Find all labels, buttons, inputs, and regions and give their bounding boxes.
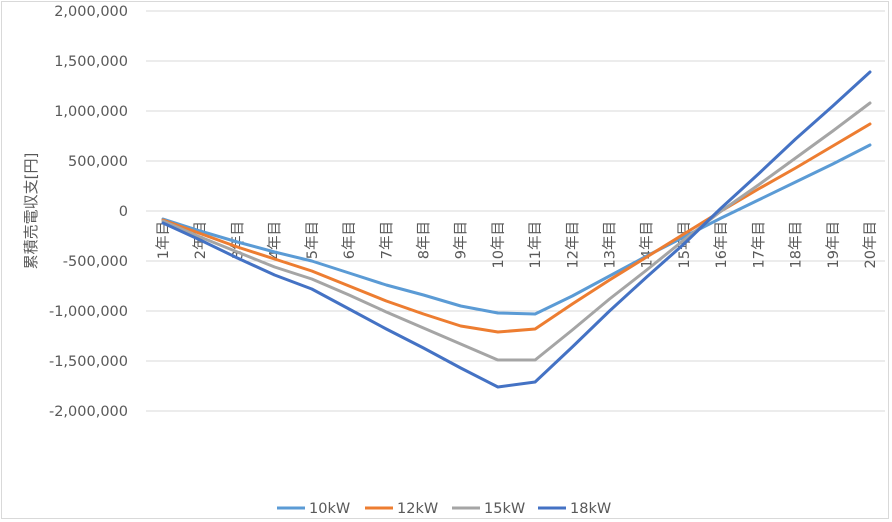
x-tick-label: 13年目: [602, 221, 619, 268]
x-tick-label: 8年目: [415, 221, 432, 259]
x-tick-label: 18年目: [788, 221, 805, 268]
x-tick-label: 1年目: [155, 221, 172, 259]
legend: 10kW 12kW 15kW 18kW: [277, 501, 611, 517]
series-line-18kw: [161, 70, 872, 389]
y-tick-label: 1,000,000: [54, 104, 128, 120]
gridlines: [146, 10, 885, 412]
y-axis-ticks: 2,000,000 1,500,000 1,000,000 500,000 0 -500,…: [49, 4, 128, 420]
legend-label: 10kW: [309, 501, 350, 517]
legend-label: 18kW: [570, 501, 611, 517]
legend-label: 15kW: [484, 501, 525, 517]
y-axis-label: 累積売電収支[円]: [22, 153, 40, 270]
y-tick-label: 2,000,000: [54, 4, 128, 20]
x-tick-label: 10年目: [490, 221, 507, 268]
x-tick-label: 11年目: [527, 221, 544, 268]
series-line-12kw: [161, 122, 872, 334]
y-tick-label: 0: [119, 204, 128, 220]
x-tick-label: 6年目: [341, 221, 358, 259]
y-tick-label: 1,500,000: [54, 54, 128, 70]
x-tick-label: 5年目: [304, 221, 321, 259]
series-line-15kw: [161, 101, 872, 362]
x-tick-label: 16年目: [713, 221, 730, 268]
y-tick-label: -1,500,000: [49, 354, 128, 370]
series-lines: [161, 70, 872, 389]
y-tick-label: 500,000: [68, 154, 128, 170]
x-tick-label: 20年目: [862, 221, 879, 268]
x-tick-label: 9年目: [453, 221, 470, 259]
x-tick-label: 17年目: [750, 221, 767, 268]
x-tick-label: 19年目: [825, 221, 842, 268]
series-line-10kw: [161, 143, 872, 316]
x-tick-label: 7年目: [378, 221, 395, 259]
x-tick-label: 12年目: [564, 221, 581, 268]
y-tick-label: -2,000,000: [49, 404, 128, 420]
y-tick-label: -500,000: [63, 254, 128, 270]
legend-label: 12kW: [397, 501, 438, 517]
y-tick-label: -1,000,000: [49, 304, 128, 320]
